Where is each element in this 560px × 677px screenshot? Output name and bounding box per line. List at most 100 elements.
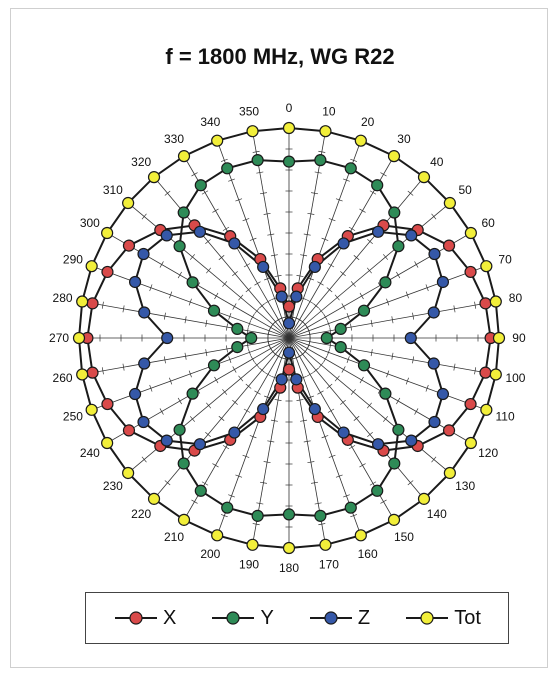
radial-tick (246, 341, 249, 349)
radial-tick (431, 213, 437, 220)
angle-tick-label: 20 (361, 115, 375, 129)
data-point-z (337, 237, 350, 250)
radial-tick (412, 312, 415, 320)
radial-tick (340, 271, 346, 277)
radial-tick (214, 292, 219, 300)
radial-tick (328, 218, 336, 222)
angle-tick-label: 60 (481, 216, 495, 230)
radial-tick (314, 171, 322, 174)
data-point-y (357, 359, 371, 372)
radial-tick (274, 275, 282, 277)
radial-tick (380, 172, 387, 177)
radial-tick (235, 198, 243, 202)
radial-tick (350, 345, 352, 353)
data-point-y (314, 509, 327, 522)
radial-tick (122, 363, 125, 371)
data-point-tot (246, 125, 259, 138)
legend-swatch (115, 611, 158, 625)
radial-tick (321, 237, 329, 241)
data-point-tot (387, 150, 401, 163)
radial-tick (188, 298, 192, 306)
radial-tick (335, 474, 343, 478)
radial-tick (335, 198, 343, 202)
data-point-tot (246, 538, 259, 551)
data-point-tot (480, 260, 493, 273)
radial-tick (267, 233, 275, 236)
radial-tick (296, 399, 304, 401)
angle-tick-label: 0 (286, 101, 293, 115)
data-point-tot (319, 125, 332, 138)
radial-tick (259, 192, 267, 195)
radial-tick (306, 372, 314, 377)
radial-tick (238, 294, 244, 301)
radial-tick (218, 415, 225, 421)
radial-tick (380, 499, 387, 504)
data-point-y (231, 322, 244, 335)
radial-tick (341, 366, 346, 373)
data-point-x (442, 424, 456, 437)
data-point-tot (101, 226, 114, 240)
data-point-x (464, 265, 477, 279)
data-point-x (282, 300, 296, 313)
angle-tick-label: 10 (322, 105, 336, 119)
data-point-tot (489, 368, 502, 381)
radial-tick (141, 213, 147, 220)
data-point-tot (282, 121, 296, 135)
radial-tick (343, 494, 350, 498)
radial-tick (249, 435, 257, 439)
data-point-tot (464, 436, 477, 450)
angle-tick-label: 30 (397, 132, 411, 146)
radial-tick (386, 370, 390, 378)
radial-tick (296, 275, 304, 277)
data-point-y (177, 457, 190, 470)
data-point-z (138, 357, 151, 370)
data-point-tot (85, 260, 98, 273)
legend-label: Tot (454, 606, 481, 629)
radial-tick (169, 377, 173, 385)
radial-tick (396, 271, 401, 279)
radial-tick (369, 481, 377, 486)
radial-tick (318, 362, 324, 368)
data-point-z (436, 387, 450, 401)
radial-tick (228, 494, 235, 498)
data-point-z (427, 306, 440, 319)
data-point-y (231, 341, 244, 354)
radial-tick (370, 349, 373, 357)
radial-tick (327, 408, 335, 413)
data-point-tot (76, 295, 89, 308)
data-point-z (371, 438, 385, 451)
data-point-z (405, 434, 418, 447)
angle-tick-label: 280 (53, 291, 73, 305)
angle-tick-label: 80 (509, 291, 523, 305)
angle-tick-label: 210 (164, 530, 184, 544)
radial-tick (218, 255, 225, 261)
radial-tick (205, 238, 211, 244)
radial-tick (366, 402, 372, 409)
data-point-z (138, 306, 151, 319)
radial-tick (228, 313, 232, 320)
data-point-tot (122, 196, 135, 210)
data-point-tot (211, 134, 224, 147)
radial-tick (254, 308, 260, 314)
data-point-y (388, 206, 401, 219)
radial-tick (222, 281, 228, 287)
data-point-tot (177, 150, 191, 163)
data-point-tot (443, 196, 456, 210)
radial-tick (391, 316, 394, 324)
data-point-y (320, 331, 333, 345)
radial-tick (370, 319, 373, 327)
data-point-y (282, 155, 296, 168)
radial-tick (264, 299, 272, 304)
radial-tick (270, 254, 278, 257)
angle-tick-label: 230 (103, 479, 123, 493)
radial-tick (367, 238, 373, 244)
radial-tick (232, 366, 237, 373)
radial-tick (359, 463, 366, 468)
radial-tick (243, 408, 251, 413)
data-point-y (282, 508, 296, 521)
radial-tick (311, 481, 319, 484)
data-point-z (428, 415, 441, 429)
radial-tick (242, 454, 250, 458)
data-point-tot (177, 513, 191, 526)
data-point-y (251, 509, 264, 522)
